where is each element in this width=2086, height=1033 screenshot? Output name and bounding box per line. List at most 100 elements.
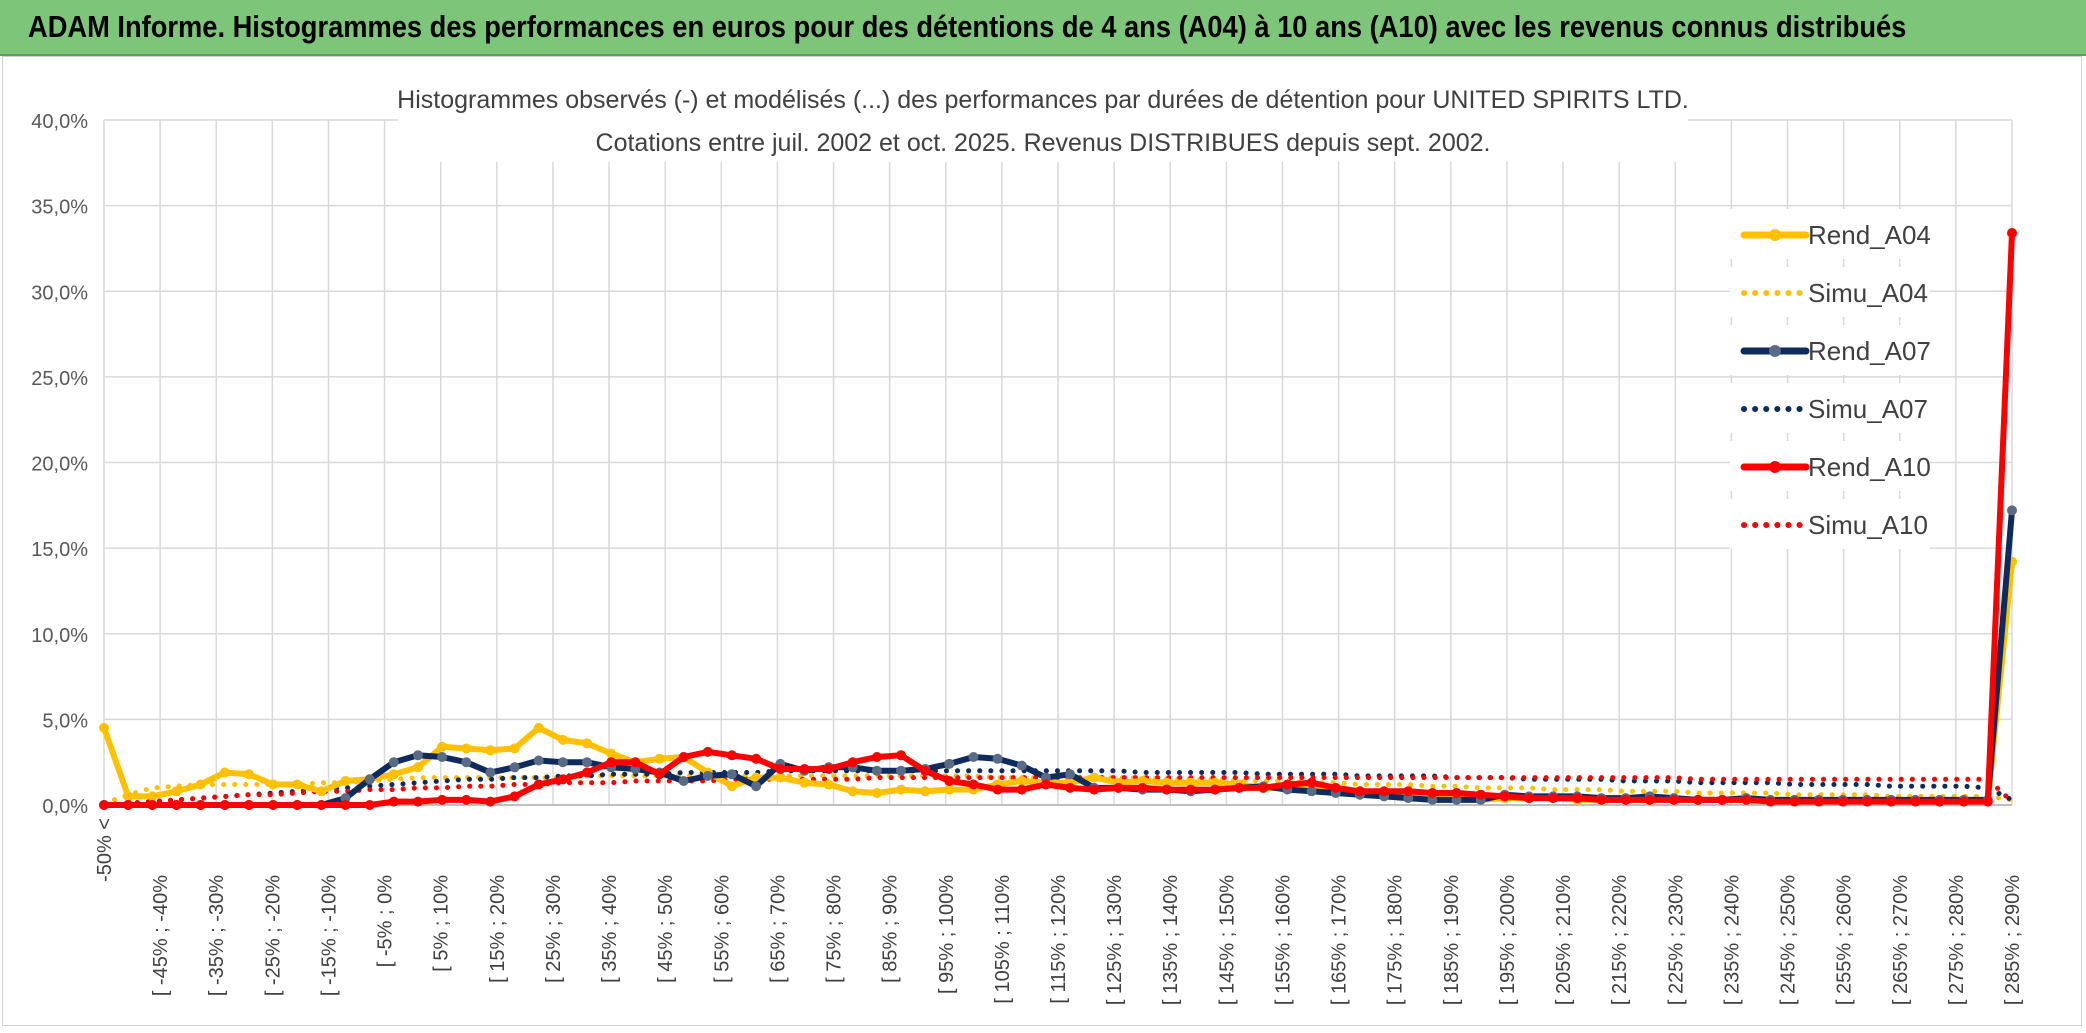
legend-bg [1730,383,1930,433]
x-tick-label: [ -15% ; -10% [318,875,340,996]
point-rend-a04 [896,784,906,795]
point-rend-a10 [1693,794,1703,805]
x-tick-label: [ 275% ; 280% [1946,875,1968,1005]
point-rend-a10 [1234,782,1245,793]
legend-marker [1769,461,1781,473]
point-rend-a10 [1379,786,1390,797]
header-bar: ADAM Informe. Histogrammes des performan… [0,0,2086,56]
point-rend-a07 [413,750,423,761]
point-rend-a04 [292,779,303,790]
x-tick-label: [ 205% ; 210% [1553,875,1575,1005]
point-rend-a04 [1185,777,1196,788]
point-rend-a10 [437,794,448,805]
x-tick-label: [ 35% ; 40% [599,875,621,983]
point-rend-a10 [920,765,931,776]
point-rend-a10 [509,791,520,802]
point-rend-a07 [340,793,351,804]
legend-label: Simu_A04 [1808,278,1928,308]
legend-bg [1730,267,1930,317]
legend-label: Rend_A07 [1808,336,1931,366]
point-rend-a07 [871,765,882,776]
point-rend-a04 [1089,772,1100,783]
point-rend-a04 [388,769,399,780]
point-rend-a10 [1499,791,1510,802]
point-rend-a10 [702,746,713,757]
y-tick-label: 10,0% [31,625,88,647]
point-rend-a10 [147,800,158,810]
point-rend-a10 [1620,794,1631,805]
point-rend-a10 [1089,784,1100,795]
point-rend-a04 [920,786,931,797]
point-rend-a10 [654,769,665,780]
point-rend-a07 [1040,772,1051,783]
point-rend-a04 [533,722,544,733]
point-rend-a10 [968,779,979,790]
point-rend-a07 [509,762,520,773]
point-rend-a07 [1451,794,1462,805]
point-rend-a10 [268,800,279,810]
point-rend-a04 [243,769,254,780]
point-rend-a07 [1065,769,1076,780]
series-simu-a07 [101,768,2015,808]
point-rend-a10 [751,753,762,764]
point-rend-a10 [1306,777,1317,788]
point-rend-a10 [944,776,955,786]
x-tick-label: [ 225% ; 230% [1665,875,1687,1005]
point-rend-a04 [799,777,810,788]
x-tick-label: [ 135% ; 140% [1160,875,1182,1005]
x-tick-label: [ 75% ; 80% [824,875,846,983]
x-tick-label: -50% < [94,818,116,882]
x-tick-label: [ 245% ; 250% [1778,875,1800,1005]
point-rend-a10 [1717,794,1728,805]
point-rend-a07 [2007,505,2017,516]
point-rend-a10 [630,757,641,768]
x-tick-label: [ 145% ; 150% [1216,875,1238,1005]
legend-label: Simu_A07 [1808,394,1928,424]
point-rend-a04 [582,738,592,749]
point-rend-a10 [1668,794,1679,805]
legend-label: Simu_A10 [1808,510,1928,540]
point-rend-a07 [726,769,737,780]
point-rend-a07 [461,757,472,768]
point-rend-a04 [509,743,520,754]
point-rend-a10 [557,774,568,785]
point-rend-a07 [557,757,568,768]
x-tick-label: [ -35% ; -30% [206,875,228,996]
point-rend-a07 [364,774,375,785]
point-rend-a04 [99,722,109,733]
x-tick-label: [ -25% ; -20% [262,875,284,996]
point-rend-a04 [1137,776,1148,786]
x-tick-label: [ 65% ; 70% [767,875,789,983]
point-rend-a10 [1113,782,1124,793]
point-rend-a04 [340,776,351,786]
point-rend-a07 [968,752,979,762]
point-rend-a10 [1572,793,1583,804]
point-rend-a04 [437,741,448,752]
point-rend-a10 [775,764,786,774]
point-rend-a04 [461,743,472,754]
legend-label: Rend_A10 [1808,452,1931,482]
point-rend-a04 [944,784,955,795]
point-rend-a04 [219,767,230,778]
point-rend-a10 [461,794,472,805]
point-rend-a04 [1210,777,1220,788]
point-rend-a04 [147,791,158,802]
point-rend-a10 [1934,796,1945,807]
point-rend-a10 [1548,793,1559,804]
point-rend-a07 [582,757,592,768]
point-rend-a04 [268,779,279,790]
y-tick-label: 40,0% [31,111,88,133]
point-rend-a10 [1330,782,1341,793]
point-rend-a10 [1910,796,1921,807]
x-tick-label: [ 95% ; 100% [936,875,958,994]
x-tick-label: [ 115% ; 120% [1048,875,1070,1004]
point-rend-a04 [171,786,182,797]
x-tick-label: [ 195% ; 200% [1497,875,1519,1005]
point-rend-a04 [413,762,423,773]
point-rend-a10 [1354,786,1365,797]
point-rend-a10 [123,800,134,810]
point-rend-a10 [1210,784,1220,795]
point-rend-a04 [823,779,834,790]
point-rend-a10 [992,784,1003,795]
point-rend-a07 [992,753,1003,764]
